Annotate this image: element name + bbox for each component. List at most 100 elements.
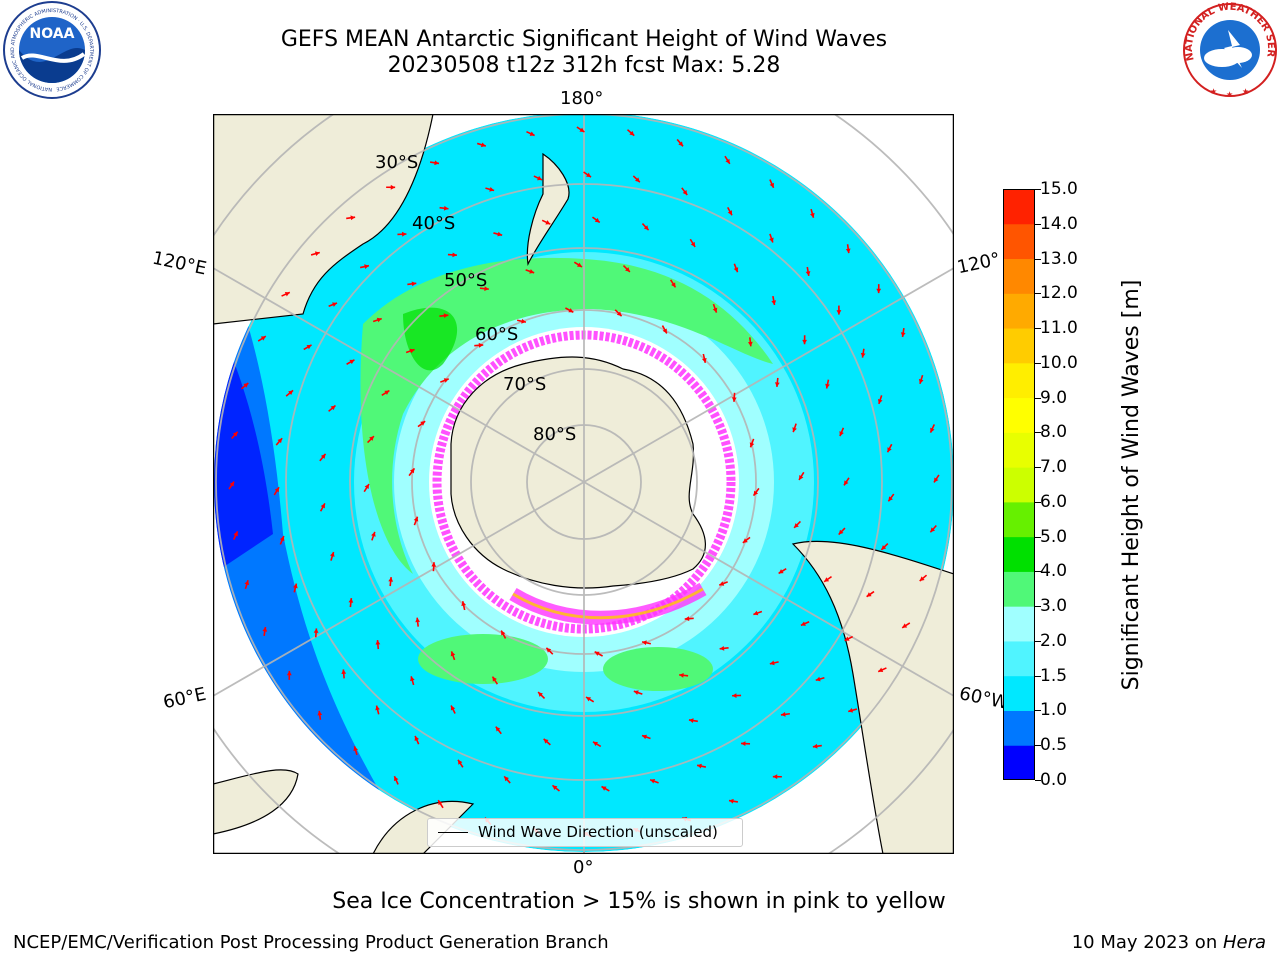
wind-wave-arrowhead (521, 318, 526, 324)
wind-wave-arrowhead (778, 569, 784, 574)
wind-wave-arrowhead (650, 779, 656, 784)
wind-wave-arrowhead (769, 237, 774, 243)
nws-logo: NATIONAL WEATHER SERVICE ★★★ (1180, 0, 1277, 99)
colorbar-tick-mark (1035, 258, 1041, 260)
colorbar-segment (1003, 328, 1035, 364)
wind-wave-arrowhead (452, 252, 457, 258)
wind-wave-arrowhead (411, 281, 417, 287)
lat-label-30s: 30°S (375, 152, 418, 173)
wind-wave-arrowhead (642, 640, 647, 646)
colorbar-tick-mark (1035, 501, 1041, 503)
legend-label: Wind Wave Direction (unscaled) (478, 823, 718, 841)
wind-wave-arrowhead (537, 175, 543, 181)
colorbar-tick-label: 14.0 (1040, 213, 1078, 234)
wind-wave-arrowhead (593, 741, 598, 747)
wind-wave-arrowhead (538, 692, 543, 697)
colorbar-tick-label: 15.0 (1040, 179, 1078, 199)
colorbar-segment (1003, 467, 1035, 503)
colorbar-tick-mark (1035, 536, 1041, 538)
wind-wave-arrowhead (262, 627, 268, 632)
wind-wave-arrowhead (702, 357, 707, 363)
wind-wave-arrowhead (919, 576, 925, 582)
colorbar-tick-label: 1.5 (1040, 665, 1068, 686)
wind-wave-arrowhead (480, 142, 486, 148)
wind-wave-arrowhead (320, 453, 326, 459)
wind-wave-arrowhead (594, 217, 600, 223)
colorbar-tick-label: 5.0 (1040, 526, 1068, 547)
wind-wave-arrowhead (314, 251, 320, 256)
lon-label-180: 180° (560, 88, 604, 109)
wind-wave-arrowhead (845, 248, 851, 254)
wind-wave-arrows (228, 126, 940, 838)
wind-wave-arrowhead (678, 141, 684, 147)
antarctica (450, 356, 706, 589)
lon-label-60e: 60°E (161, 683, 208, 714)
wind-wave-arrowhead (443, 378, 449, 383)
colorbar (1003, 189, 1035, 780)
wind-wave-arrowhead (415, 617, 421, 623)
wind-wave-arrowhead (719, 581, 725, 586)
wind-wave-arrowhead (369, 436, 374, 441)
wind-wave-arrowhead (376, 317, 382, 323)
colorbar-segment (1003, 606, 1035, 642)
wind-wave-arrowhead (769, 660, 775, 666)
colorbar-tick-mark (1035, 745, 1041, 747)
wind-wave-arrowhead (277, 438, 283, 444)
wind-wave-arrowhead (461, 601, 466, 607)
wind-wave-arrowhead (682, 190, 688, 195)
lat-label-70s: 70°S (503, 374, 546, 395)
sea-ice-caption: Sea Ice Concentration > 15% is shown in … (332, 889, 946, 914)
wind-wave-arrowhead (545, 220, 551, 225)
wind-wave-arrowhead (918, 378, 924, 384)
wind-wave-arrowhead (629, 130, 635, 136)
footer-date-text: 10 May 2023 on (1071, 932, 1223, 953)
colorbar-segment (1003, 223, 1035, 260)
wind-wave-arrowhead (371, 531, 376, 537)
lon-label-0: 0° (573, 857, 594, 878)
lat-label-60s: 60°S (475, 324, 518, 345)
wind-wave-arrowhead (504, 776, 509, 782)
wind-wave-arrowhead (409, 468, 415, 474)
colorbar-tick-mark (1035, 780, 1041, 781)
wind-wave-arrowhead (286, 670, 292, 676)
colorbar-segment (1003, 675, 1035, 711)
colorbar-segment (1003, 189, 1035, 225)
colorbar-tick-mark (1035, 571, 1041, 573)
new-zealand (526, 152, 570, 266)
wind-wave-arrowhead (812, 743, 818, 749)
wind-wave-arrowhead (409, 348, 415, 354)
wind-wave-arrowhead (753, 490, 759, 496)
colorbar-tick-label: 8.0 (1040, 422, 1068, 443)
wind-wave-arrowhead (232, 431, 238, 437)
lat-label-80s: 80°S (533, 424, 576, 445)
wind-wave-arrowhead (697, 763, 702, 769)
colorbar-tick-label: 2.0 (1040, 630, 1068, 651)
wind-wave-arrowhead (364, 484, 369, 490)
wind-wave-arrowhead (375, 640, 381, 645)
colorbar-tick-label: 4.0 (1040, 561, 1068, 582)
wind-wave-arrowhead (568, 308, 574, 313)
wind-wave-arrowhead (364, 264, 369, 269)
colorbar-segment (1003, 745, 1035, 780)
wind-wave-arrowhead (930, 427, 935, 433)
wind-wave-arrowhead (443, 205, 449, 211)
wind-wave-arrowhead (332, 302, 338, 307)
wind-wave-arrowhead (742, 538, 748, 543)
wind-wave-arrowhead (635, 177, 640, 183)
wind-wave-arrowhead (348, 598, 354, 603)
colorbar-tick-label: 12.0 (1040, 283, 1078, 304)
wind-wave-arrowhead (780, 711, 786, 717)
wind-wave-arrowhead (815, 676, 821, 682)
wind-wave-arrowhead (878, 667, 884, 672)
colorbar-label: Significant Height of Wind Waves [m] (1119, 279, 1144, 691)
noaa-logo-text: NOAA (30, 26, 75, 42)
colorbar-tick-label: 11.0 (1040, 318, 1078, 339)
svg-text:★: ★ (1210, 87, 1217, 96)
wind-wave-arrowhead (279, 536, 285, 542)
wind-wave-arrowhead (350, 215, 356, 221)
wind-wave-arrowhead (643, 225, 649, 231)
wind-wave-arrowhead (492, 676, 497, 682)
chart-title: GEFS MEAN Antarctic Significant Height o… (280, 27, 888, 52)
wind-wave-arrowhead (887, 447, 892, 453)
colorbar-tick-label: 0.5 (1040, 735, 1068, 756)
